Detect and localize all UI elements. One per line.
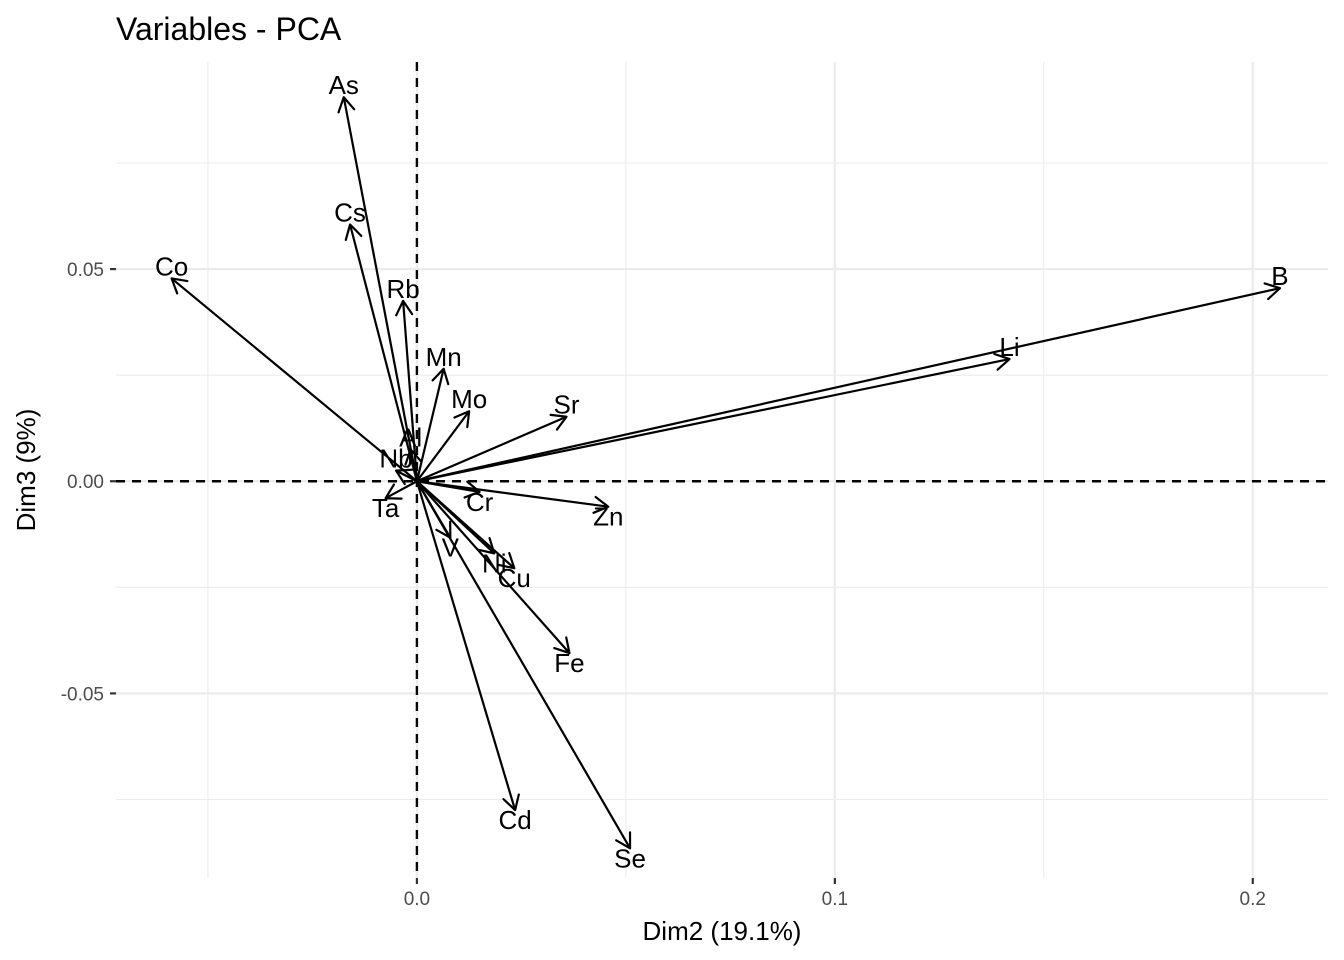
label-as: As: [329, 70, 359, 100]
arrow-mo: [416, 410, 471, 482]
arrow-shaft: [348, 224, 418, 482]
x-tick-label: 0.1: [822, 889, 848, 910]
label-ta: Ta: [372, 493, 400, 523]
arrow-zn: [416, 480, 610, 514]
axis-ticks: 0.0 0.1 0.2 -0.05 0.00 0.05: [61, 260, 1266, 910]
arrow-head: [477, 536, 496, 555]
arrow-shaft: [409, 449, 418, 482]
arrow-head: [497, 551, 516, 570]
arrow-head: [553, 636, 571, 655]
label-cu: Cu: [498, 563, 531, 593]
arrow-head: [502, 793, 520, 812]
label-ni: Ni: [482, 548, 507, 578]
arrow-shaft: [415, 480, 517, 811]
arrow-head: [431, 367, 450, 386]
arrow-shaft: [385, 480, 418, 500]
arrow-li: [416, 352, 1011, 483]
label-mn: Mn: [426, 342, 462, 372]
arrow-head: [453, 410, 471, 429]
arrow-shaft: [395, 469, 418, 483]
arrow-co: [170, 277, 418, 483]
arrow-shaft: [416, 415, 567, 483]
arrow-as: [337, 96, 418, 482]
label-nb: Nb: [379, 444, 412, 474]
arrow-b: [416, 282, 1282, 483]
arrow-head: [344, 223, 363, 242]
label-co: Co: [155, 251, 188, 281]
arrow-sr: [416, 413, 568, 483]
arrow-cd: [415, 480, 520, 812]
arrow-shaft: [416, 287, 1281, 483]
arrow-shaft: [415, 480, 632, 849]
arrow-head: [404, 448, 423, 466]
arrow-shaft: [402, 300, 419, 482]
x-axis-title: Dim2 (19.1%): [643, 916, 802, 946]
label-li: Li: [999, 332, 1019, 362]
arrow-head: [337, 96, 356, 114]
arrow-shaft: [416, 480, 516, 570]
grid-lines: [116, 62, 1328, 878]
label-cs: Cs: [334, 198, 366, 228]
arrow-shaft: [416, 357, 1010, 483]
arrow-head: [394, 468, 414, 486]
label-mo: Mo: [451, 384, 487, 414]
label-fe: Fe: [554, 648, 584, 678]
y-tick-label: 0.00: [67, 472, 104, 493]
arrow-head: [592, 495, 610, 514]
arrow-fe: [416, 480, 571, 655]
arrow-nb: [394, 468, 418, 486]
label-sr: Sr: [554, 390, 580, 420]
label-zn: Zn: [593, 502, 623, 532]
x-tick-label: 0.0: [404, 889, 430, 910]
arrow-rb: [395, 299, 419, 482]
chart-title: Variables - PCA: [116, 11, 342, 47]
arrow-shaft: [170, 277, 418, 483]
arrow-head: [993, 352, 1011, 371]
arrow-shaft: [416, 480, 609, 508]
arrow-se: [415, 480, 632, 850]
arrow-cu: [416, 480, 516, 570]
label-cr: Cr: [466, 487, 494, 517]
x-tick-label: 0.2: [1240, 889, 1266, 910]
arrow-head: [1263, 282, 1282, 301]
arrow-al: [404, 448, 423, 482]
arrow-shaft: [416, 480, 571, 654]
y-tick-label: 0.05: [67, 260, 104, 281]
label-al: Al: [399, 422, 422, 452]
arrow-cs: [344, 223, 418, 482]
arrow-head: [395, 299, 414, 317]
arrow-head: [549, 413, 568, 431]
arrow-head: [463, 480, 481, 499]
label-b: B: [1271, 261, 1288, 291]
label-rb: Rb: [386, 274, 419, 304]
variable-arrows: [170, 96, 1282, 850]
label-v: V: [442, 533, 460, 563]
reference-lines: [116, 62, 1328, 878]
arrow-head: [384, 483, 403, 500]
arrow-shaft: [416, 410, 471, 482]
arrow-shaft: [342, 97, 418, 482]
arrow-ta: [384, 480, 418, 500]
y-tick-label: -0.05: [61, 684, 104, 705]
y-axis-title: Dim3 (9%): [11, 409, 41, 532]
arrow-head: [615, 831, 632, 850]
arrow-head: [170, 277, 189, 295]
label-se: Se: [614, 843, 646, 873]
label-cd: Cd: [498, 805, 531, 835]
